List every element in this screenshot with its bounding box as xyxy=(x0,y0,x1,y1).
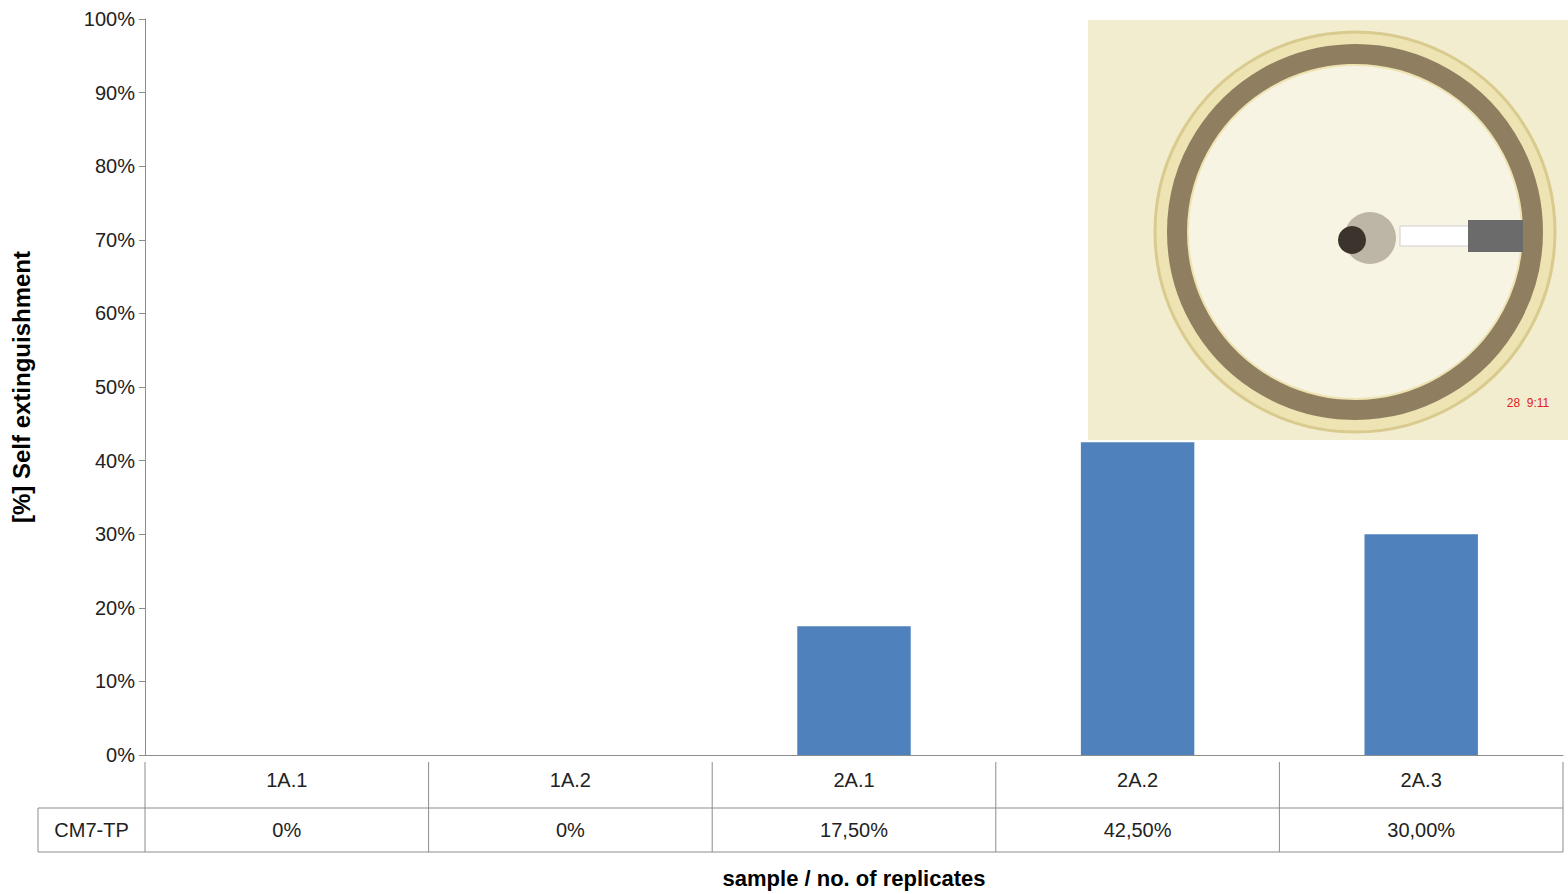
svg-text:sample / no. of replicates: sample / no. of replicates xyxy=(723,866,986,891)
svg-text:40%: 40% xyxy=(95,450,135,472)
svg-text:0%: 0% xyxy=(272,819,301,841)
svg-text:2A.2: 2A.2 xyxy=(1117,769,1158,791)
svg-text:[%] Self extinguishment: [%] Self extinguishment xyxy=(8,251,35,523)
svg-text:28 9:11: 28 9:11 xyxy=(1507,396,1550,410)
svg-text:50%: 50% xyxy=(95,376,135,398)
svg-text:0%: 0% xyxy=(556,819,585,841)
svg-text:20%: 20% xyxy=(95,597,135,619)
svg-text:70%: 70% xyxy=(95,229,135,251)
svg-text:90%: 90% xyxy=(95,82,135,104)
svg-text:100%: 100% xyxy=(84,8,135,30)
svg-text:60%: 60% xyxy=(95,302,135,324)
svg-text:10%: 10% xyxy=(95,670,135,692)
svg-text:2A.3: 2A.3 xyxy=(1401,769,1442,791)
svg-text:1A.2: 1A.2 xyxy=(550,769,591,791)
svg-text:1A.1: 1A.1 xyxy=(266,769,307,791)
svg-text:42,50%: 42,50% xyxy=(1104,819,1172,841)
svg-text:CM7-TP: CM7-TP xyxy=(54,819,128,841)
svg-text:2A.1: 2A.1 xyxy=(833,769,874,791)
svg-text:30%: 30% xyxy=(95,523,135,545)
svg-text:80%: 80% xyxy=(95,155,135,177)
svg-text:0%: 0% xyxy=(106,744,135,766)
svg-text:30,00%: 30,00% xyxy=(1387,819,1455,841)
svg-text:17,50%: 17,50% xyxy=(820,819,888,841)
